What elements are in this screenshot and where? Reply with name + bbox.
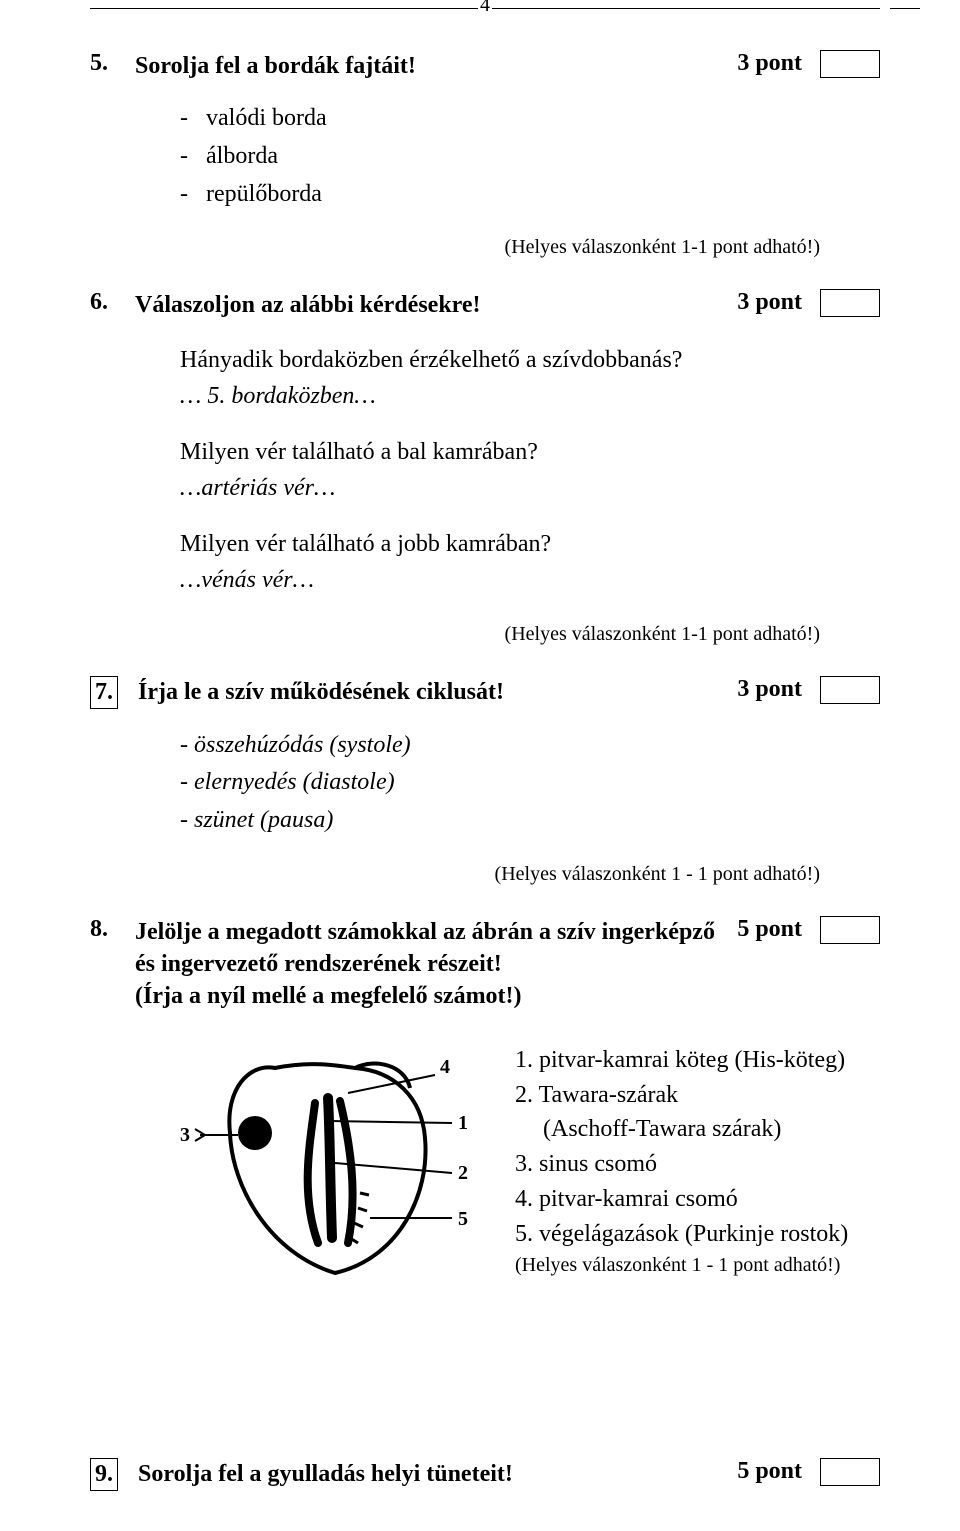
q8-title-line1: Jelölje a megadott számokkal az ábrán a … — [135, 919, 715, 945]
q5-answer-3: repülőborda — [206, 181, 322, 207]
q5-number: 5. — [90, 50, 135, 77]
q7-title: Írja le a szív működésének ciklusát! — [138, 676, 717, 708]
q9-number: 9. — [90, 1458, 118, 1491]
q8-title: Jelölje a megadott számokkal az ábrán a … — [135, 916, 717, 1013]
q5-score-box[interactable] — [820, 50, 880, 78]
q8-legend: 1. pitvar-kamrai köteg (His-köteg) 2. Ta… — [515, 1043, 848, 1298]
label-4: 4 — [440, 1056, 450, 1078]
heart-diagram: 1 2 5 4 3 — [180, 1043, 480, 1298]
q8-body: 1 2 5 4 3 1. pitvar-kamrai köteg (His-kö… — [180, 1043, 880, 1298]
q8-title-line3: (Írja a nyíl mellé a megfelelő számot!) — [135, 983, 522, 1009]
q6-points: 3 pont — [737, 289, 802, 316]
q6-sub1-question: Hányadik bordaközben érzékelhető a szívd… — [180, 342, 880, 378]
his-bundle — [328, 1098, 332, 1238]
q7-answer-3: - szünet (pausa) — [180, 804, 880, 838]
q5-answers: - valódi borda - álborda - repülőborda — [180, 102, 880, 211]
q5-answers-line: - repülőborda — [180, 178, 880, 212]
q8-points: 5 pont — [737, 916, 802, 943]
q6-sub1: Hányadik bordaközben érzékelhető a szívd… — [180, 342, 880, 414]
q6-sub2-question: Milyen vér található a bal kamrában? — [180, 434, 880, 470]
q5-points: 3 pont — [737, 50, 802, 77]
q8-credit: (Helyes válaszonként 1 - 1 pont adható!) — [515, 1251, 848, 1280]
header-underline-tail — [890, 8, 920, 9]
tawara-left — [308, 1103, 318, 1243]
q6-sub2: Milyen vér található a bal kamrában? …ar… — [180, 434, 880, 506]
q6-sub2-answer: …artériás vér… — [180, 470, 880, 506]
q5-answers-line: - álborda — [180, 140, 880, 174]
heart-svg-icon: 1 2 5 4 3 — [180, 1043, 480, 1293]
q6-sub3-question: Milyen vér található a jobb kamrában? — [180, 526, 880, 562]
label-1: 1 — [458, 1112, 468, 1134]
q7-number: 7. — [90, 676, 118, 709]
question-6: 6. Válaszoljon az alábbi kérdésekre! 3 p… — [90, 289, 880, 321]
page-header: 4 — [90, 0, 880, 20]
q6-number: 6. — [90, 289, 135, 316]
question-9: 9. Sorolja fel a gyulladás helyi tünetei… — [90, 1458, 880, 1491]
q9-title: Sorolja fel a gyulladás helyi tüneteit! — [138, 1458, 717, 1490]
q7-points: 3 pont — [737, 676, 802, 703]
page-number: 4 — [478, 0, 492, 17]
q5-credit: (Helyes válaszonként 1-1 pont adható!) — [90, 236, 820, 259]
q7-score-box[interactable] — [820, 676, 880, 704]
label-3: 3 — [180, 1124, 190, 1146]
q8-title-line2: és ingervezető rendszerének részeit! — [135, 951, 502, 977]
q5-answer-1: valódi borda — [206, 105, 327, 131]
q8-item-5: 5. végelágazások (Purkinje rostok) — [515, 1217, 848, 1252]
q6-score-box[interactable] — [820, 289, 880, 317]
q6-credit: (Helyes válaszonként 1-1 pont adható!) — [90, 623, 820, 646]
q8-number: 8. — [90, 916, 135, 943]
label-2: 2 — [458, 1162, 468, 1184]
q8-item-2b: (Aschoff-Tawara szárak) — [515, 1112, 848, 1147]
label-5: 5 — [458, 1208, 468, 1230]
q6-sub3-answer: …vénás vér… — [180, 562, 880, 598]
q7-answers: - összehúzódás (systole) - elernyedés (d… — [180, 729, 880, 838]
q5-answers-line: - valódi borda — [180, 102, 880, 136]
question-8: 8. Jelölje a megadott számokkal az ábrán… — [90, 916, 880, 1013]
q9-points: 5 pont — [737, 1458, 802, 1485]
q8-item-4: 4. pitvar-kamrai csomó — [515, 1182, 848, 1217]
sinus-node — [238, 1116, 272, 1150]
q8-item-1: 1. pitvar-kamrai köteg (His-köteg) — [515, 1043, 848, 1078]
q6-title: Válaszoljon az alábbi kérdésekre! — [135, 289, 717, 321]
q8-item-2: 2. Tawara-szárak — [515, 1078, 848, 1113]
q7-answer-2: - elernyedés (diastole) — [180, 766, 880, 800]
q7-credit: (Helyes válaszonként 1 - 1 pont adható!) — [90, 863, 820, 886]
q5-answer-2: álborda — [206, 143, 278, 169]
q9-score-box[interactable] — [820, 1458, 880, 1486]
question-5: 5. Sorolja fel a bordák fajtáit! 3 pont — [90, 50, 880, 82]
q5-title: Sorolja fel a bordák fajtáit! — [135, 50, 717, 82]
question-7: 7. Írja le a szív működésének ciklusát! … — [90, 676, 880, 709]
q7-answer-1: - összehúzódás (systole) — [180, 729, 880, 763]
q8-item-3: 3. sinus csomó — [515, 1147, 848, 1182]
q6-sub3: Milyen vér található a jobb kamrában? …v… — [180, 526, 880, 598]
q6-sub1-answer: … 5. bordaközben… — [180, 378, 880, 414]
q8-score-box[interactable] — [820, 916, 880, 944]
